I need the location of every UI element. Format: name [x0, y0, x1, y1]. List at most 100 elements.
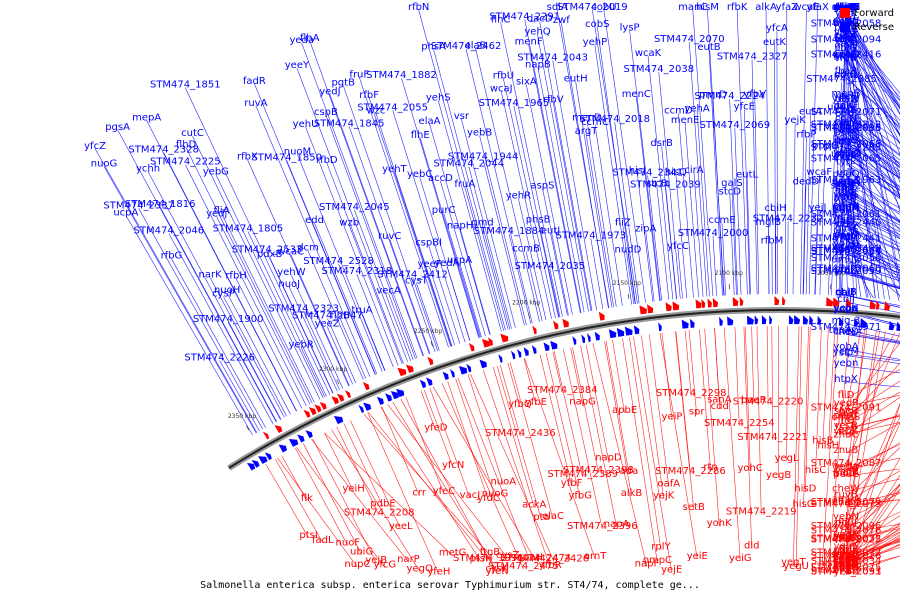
feature-leader-line [684, 122, 699, 298]
feature-leader-line [845, 112, 900, 157]
gene-label: nuoA [490, 477, 516, 488]
feature-leader-line [688, 41, 708, 297]
feature-leader-line [324, 432, 354, 492]
gene-label: yehW [277, 267, 305, 278]
gene-label: pduB [833, 122, 859, 133]
feature-leader-line [295, 447, 349, 546]
gene-label: STM474_1884 [474, 226, 545, 237]
gene-label: yeaN [833, 555, 859, 566]
gene-label: oafA [658, 479, 681, 490]
gene-label: STM474_1971 [811, 322, 882, 333]
gene-label: STM474_2499 [811, 243, 882, 254]
feature-leader-line [429, 387, 471, 499]
feature-leader-line [475, 48, 540, 322]
gene-label: eutP [835, 108, 857, 119]
gene-label: fliR [838, 555, 854, 566]
gene-label: ucpA [447, 255, 472, 266]
feature-leader-line [805, 114, 811, 295]
gene-label: yecR [834, 421, 859, 432]
feature-leader-line [392, 110, 466, 343]
feature-leader-line [326, 326, 353, 385]
gene-label: yeda [289, 35, 314, 46]
feature-leader-line [467, 374, 504, 485]
feature-leader-line [693, 173, 704, 297]
gene-label: yebn [834, 358, 859, 369]
gene-label: fruF [349, 69, 369, 80]
feature-leader-line [368, 412, 489, 562]
gene-label: gltX [836, 31, 856, 42]
gene-label: ftnB [480, 547, 501, 558]
gene-label: yebG [203, 166, 229, 177]
gene-label: STM474_2389 [547, 469, 618, 480]
forward-feature-arrow [481, 339, 491, 348]
gene-label: rcsA [835, 421, 857, 432]
gene-label: STM474_2034 [811, 556, 882, 567]
gene-label: yehS [426, 93, 451, 104]
feature-leader-line [845, 77, 900, 128]
feature-leader-line [751, 326, 755, 403]
legend-reverse-label: Reverse [853, 21, 894, 33]
feature-leader-line [368, 97, 452, 347]
feature-leader-line [537, 222, 559, 318]
forward-feature-arrow [303, 409, 311, 418]
gene-label: STM474_2046 [134, 225, 205, 236]
feature-leader-line [845, 135, 900, 198]
gene-label: cysZ [496, 550, 520, 561]
gene-label: yfeR [835, 2, 858, 13]
feature-leader-line [845, 380, 900, 417]
gene-label: cysK [485, 563, 509, 574]
feature-leader-line [324, 432, 453, 556]
gene-label: wcaF [807, 167, 833, 178]
feature-leader-line [597, 27, 636, 304]
feature-leader-line [389, 239, 431, 354]
feature-leader-line [343, 423, 384, 507]
feature-leader-line [537, 34, 589, 312]
reverse-feature-arrow [442, 371, 449, 381]
gene-label: cspB [314, 107, 338, 118]
gene-label: ompS [832, 412, 861, 423]
feature-leader-line [290, 254, 350, 386]
feature-leader-line [731, 186, 737, 295]
feature-leader-line [845, 447, 900, 498]
gene-label: pduP [833, 192, 858, 203]
forward-feature-arrow [337, 393, 345, 402]
gene-label: pduM [832, 203, 860, 214]
feature-leader-line [845, 130, 900, 174]
strand-legend: Forward Reverse [839, 6, 894, 34]
gene-label: pta [533, 512, 549, 523]
feature-leader-line [845, 402, 900, 575]
forward-feature-arrow [562, 318, 569, 328]
gene-label: yfcE [734, 102, 755, 113]
gene-label: cvsW [833, 16, 860, 27]
gene-label: yeeU [833, 91, 859, 102]
gene-label: yfbT [835, 2, 858, 13]
feature-leader-line [125, 215, 253, 436]
reverse-swatch-icon [839, 22, 850, 32]
gene-label: yfbU [834, 266, 857, 277]
feature-leader-line [845, 483, 900, 542]
gene-label: STM474_2475 [488, 561, 559, 572]
gene-label: flhD [176, 140, 197, 151]
backbone-ring [227, 306, 900, 471]
feature-leader-line [470, 373, 555, 562]
feature-leader-line [845, 161, 900, 199]
gene-label: ccmB [512, 244, 540, 255]
gene-label: yfeH [427, 567, 450, 578]
gene-label: yohD [833, 148, 859, 159]
feature-leader-line [751, 59, 758, 295]
gene-label: cheY [834, 562, 859, 573]
gene-label: STM474_2225 [150, 157, 221, 168]
gene-label: hisC [805, 465, 826, 476]
reverse-feature-arrow [531, 345, 537, 354]
gene-label: fliZ [615, 218, 631, 229]
feature-leader-line [459, 262, 482, 338]
feature-leader-line [845, 522, 900, 557]
gene-label: ubiG [350, 547, 373, 558]
feature-leader-line [845, 37, 900, 98]
feature-leader-line [192, 135, 321, 400]
feature-leader-line [845, 42, 900, 102]
feature-leader-line [641, 335, 664, 499]
feature-leader-line [774, 44, 776, 295]
feature-leader-line [845, 175, 900, 216]
gene-label: STM474_2068 [811, 139, 882, 150]
